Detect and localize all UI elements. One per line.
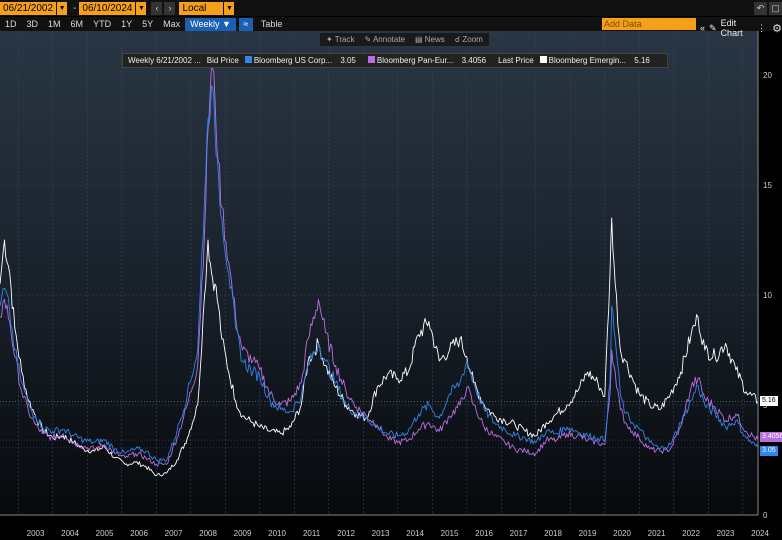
legend-header: Weekly 6/21/2002 ... (128, 56, 201, 65)
legend-us-corp[interactable]: Bloomberg US Corp... 3.05 (244, 56, 362, 65)
table-link[interactable]: Table (260, 19, 283, 29)
x-tick-label: 2019 (579, 529, 597, 538)
legend-em[interactable]: Bloomberg Emergin... 5.16 (539, 56, 656, 65)
period-5y[interactable]: 5Y (142, 18, 154, 29)
date-separator: - (73, 2, 77, 14)
period-ytd[interactable]: YTD (93, 18, 112, 29)
y-tick-label: 10 (763, 291, 772, 300)
period-3d[interactable]: 3D (26, 18, 39, 29)
x-tick-label: 2021 (648, 529, 666, 538)
x-tick-label: 2003 (27, 529, 45, 538)
chart-tools: ✦ Track ✎ Annotate ▤ News ☌ Zoom (320, 33, 489, 46)
undo-icon[interactable]: ↶ (754, 2, 767, 15)
toolbar-top: 06/21/2002 ▼ - 06/10/2024 ▼ ‹ › Local CC… (0, 0, 782, 27)
gear-icon[interactable]: ⚙ (772, 22, 782, 35)
legend-last-label: Last Price (498, 56, 534, 65)
edit-chart-group: « ✎ Edit Chart ⋮ ⚙ (700, 18, 782, 38)
legend-us-corp-name: Bloomberg US Corp... (253, 56, 333, 65)
collapse-icon[interactable]: « (700, 23, 706, 33)
start-date-calendar-icon[interactable]: ▼ (57, 1, 68, 15)
start-date-field[interactable]: 06/21/2002 (0, 1, 57, 15)
last-value-badge-em: 5.16 (760, 396, 778, 407)
x-tick-label: 2023 (717, 529, 735, 538)
y-tick-label: 20 (763, 71, 772, 80)
x-tick-label: 2024 (751, 529, 769, 538)
x-tick-label: 2013 (372, 529, 390, 538)
x-tick-label: 2006 (130, 529, 148, 538)
toolbar-periods: 1D 3D 1M 6M YTD 1Y 5Y Max Weekly ▼ ≈ Tab… (0, 17, 782, 38)
x-tick-label: 2009 (234, 529, 252, 538)
x-tick-label: 2012 (337, 529, 355, 538)
tool-news[interactable]: ▤ News (415, 35, 445, 44)
legend-pan-euro-value: 3.4056 (461, 56, 487, 65)
x-tick-label: 2020 (613, 529, 631, 538)
x-tick-label: 2007 (165, 529, 183, 538)
end-date-calendar-icon[interactable]: ▼ (136, 1, 147, 15)
add-data-input[interactable]: Add Data (602, 18, 696, 30)
series-group (0, 63, 759, 477)
expand-icon[interactable]: ▢ (769, 2, 782, 15)
tool-annotate[interactable]: ✎ Annotate (364, 35, 405, 44)
pencil-icon[interactable]: ✎ (709, 22, 717, 33)
legend-em-name: Bloomberg Emergin... (548, 56, 627, 65)
tool-track-label: Track (334, 35, 355, 44)
legend-em-value: 5.16 (634, 56, 650, 65)
period-1y[interactable]: 1Y (121, 18, 133, 29)
x-tick-label: 2017 (510, 529, 528, 538)
y-tick-label: 15 (763, 181, 772, 190)
tool-track[interactable]: ✦ Track (326, 35, 355, 44)
x-tick-label: 2015 (441, 529, 459, 538)
tool-news-label: News (424, 35, 445, 44)
x-tick-label: 2005 (96, 529, 114, 538)
period-max[interactable]: Max (163, 18, 181, 29)
tool-zoom-label: Zoom (462, 35, 483, 44)
last-value-badge-pan-euro: 3.4056 (760, 432, 782, 443)
tool-annotate-label: Annotate (372, 35, 405, 44)
frequency-label: Weekly (190, 18, 220, 29)
plot-background (0, 31, 758, 515)
edit-chart-button[interactable]: Edit Chart (720, 18, 743, 38)
x-tick-label: 2011 (303, 529, 321, 538)
tool-zoom[interactable]: ☌ Zoom (454, 35, 483, 44)
period-1m[interactable]: 1M (48, 18, 61, 29)
legend-swatch-pan-euro (367, 56, 375, 63)
chevron-right-icon[interactable]: › (164, 1, 176, 15)
x-tick-label: 2022 (682, 529, 700, 538)
drag-handle-icon[interactable]: ⋮ (757, 22, 767, 33)
last-value-badge-us-corp: 3.05 (760, 445, 778, 456)
x-tick-label: 2014 (406, 529, 424, 538)
period-6m[interactable]: 6M (70, 18, 84, 29)
legend-pan-euro-name: Bloomberg Pan-Eur... (376, 56, 454, 65)
period-1d[interactable]: 1D (5, 18, 17, 29)
legend-swatch-us-corp (244, 56, 252, 63)
x-tick-label: 2008 (199, 529, 217, 538)
currency-select[interactable]: Local CCY (179, 1, 224, 27)
line-chart-icon[interactable]: ≈ (238, 17, 253, 31)
x-tick-label: 2018 (544, 529, 562, 538)
x-tick-label: 2016 (475, 529, 493, 538)
legend-swatch-em (539, 56, 547, 63)
series-line-em[interactable] (0, 217, 759, 477)
legend-pan-euro[interactable]: Bloomberg Pan-Eur... 3.4056 (367, 56, 492, 65)
legend: Weekly 6/21/2002 ... Bid Price Bloomberg… (122, 53, 668, 68)
frequency-select[interactable]: Weekly ▼ (185, 17, 236, 31)
y-tick-label: 0 (763, 511, 768, 520)
legend-us-corp-value: 3.05 (340, 56, 356, 65)
x-axis: 2003 2004 2005 2006 2007 2008 2009 2010 2011 2012… (0, 514, 770, 538)
end-date-field[interactable]: 06/10/2024 (79, 1, 136, 15)
currency-dropdown-icon[interactable]: ▼ (224, 1, 235, 15)
grid-lines (0, 31, 758, 516)
legend-bid-label: Bid Price (206, 56, 239, 65)
toolbar-actions: ↶ ▢ (754, 2, 782, 15)
series-line-us-corp[interactable] (0, 85, 759, 463)
x-tick-label: 2010 (268, 529, 286, 538)
x-tick-label: 2004 (61, 529, 79, 538)
chevron-left-icon[interactable]: ‹ (151, 1, 163, 15)
